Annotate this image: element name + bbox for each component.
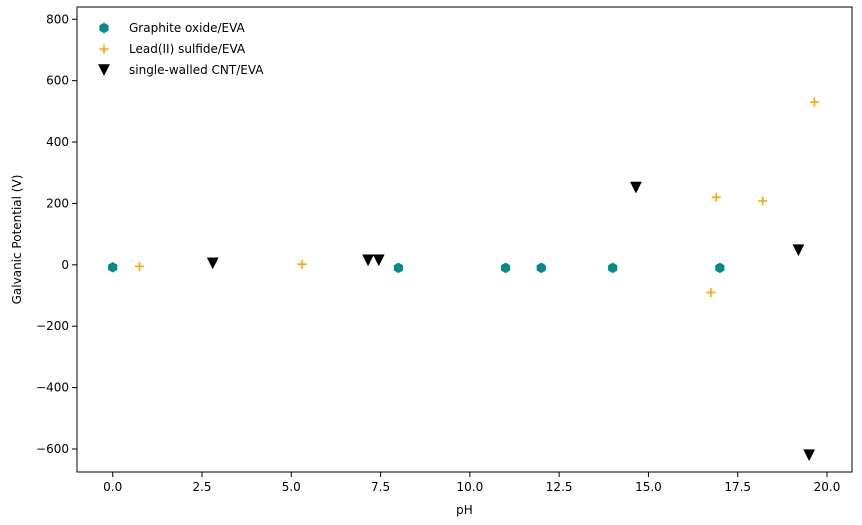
- x-tick-label: 10.0: [456, 480, 483, 494]
- x-tick-label: 0.0: [103, 480, 122, 494]
- y-tick-label: −200: [36, 319, 69, 333]
- data-point: [792, 244, 805, 257]
- data-point: [630, 181, 642, 194]
- data-point: [608, 262, 618, 274]
- y-tick-label: −600: [36, 442, 69, 456]
- data-point: [108, 261, 118, 273]
- x-axis-ticks: 0.0 2.5 5.0 7.5 10.0 12.5 15.0 17.5 20.0: [103, 472, 840, 494]
- legend-entry-label: Lead(II) sulfide/EVA: [129, 42, 246, 56]
- data-point: [803, 449, 816, 462]
- y-tick-label: 400: [46, 135, 69, 149]
- data-point: [758, 196, 768, 206]
- plot-area: [77, 7, 852, 472]
- y-tick-label: 0: [61, 258, 69, 272]
- legend-marker: [98, 64, 110, 77]
- x-tick-label: 2.5: [192, 480, 211, 494]
- x-tick-label: 17.5: [724, 480, 751, 494]
- legend-entry-label: Graphite oxide/EVA: [129, 21, 246, 35]
- x-axis-label: pH: [456, 503, 473, 517]
- x-tick-label: 20.0: [814, 480, 841, 494]
- y-axis-ticks: −600 −400 −200 0 200 400 600 800: [36, 12, 77, 456]
- legend: Graphite oxide/EVA Lead(II) sulfide/EVA si…: [98, 21, 264, 77]
- data-points: [108, 97, 819, 462]
- data-point: [135, 261, 144, 271]
- y-tick-label: 800: [46, 12, 69, 26]
- data-point: [393, 262, 404, 274]
- data-point: [206, 257, 219, 270]
- y-tick-label: 600: [46, 74, 69, 88]
- data-point: [297, 259, 307, 269]
- data-point: [706, 287, 716, 297]
- x-tick-label: 15.0: [635, 480, 662, 494]
- x-tick-label: 5.0: [282, 480, 301, 494]
- data-point: [500, 262, 511, 274]
- legend-marker: [99, 44, 109, 54]
- y-tick-label: 200: [46, 196, 69, 210]
- legend-entry-label: single-walled CNT/EVA: [129, 63, 264, 77]
- data-point: [810, 97, 819, 107]
- data-point: [715, 262, 725, 274]
- x-tick-label: 7.5: [371, 480, 390, 494]
- data-point: [362, 254, 374, 267]
- plot-frame: [76, 6, 853, 473]
- data-point: [372, 254, 385, 267]
- y-axis-label: Galvanic Potential (V): [10, 175, 24, 305]
- data-point: [536, 262, 546, 274]
- y-tick-label: −400: [36, 381, 69, 395]
- data-point: [711, 192, 721, 202]
- x-tick-label: 12.5: [546, 480, 573, 494]
- legend-marker: [99, 22, 109, 34]
